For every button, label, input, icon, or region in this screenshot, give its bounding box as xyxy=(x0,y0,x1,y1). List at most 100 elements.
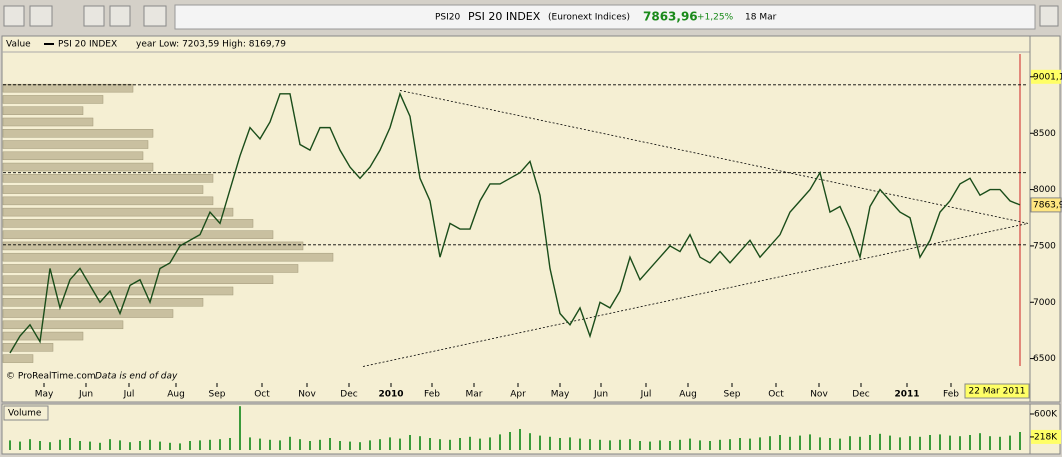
volume-bar xyxy=(89,441,91,450)
chart-button[interactable] xyxy=(143,5,167,27)
x-tick-label: Jul xyxy=(640,390,652,400)
volume-bar xyxy=(959,436,961,450)
profile-bar xyxy=(2,196,214,206)
volume-bar xyxy=(749,438,751,450)
x-tick-label: Sep xyxy=(724,390,741,400)
profile-bar xyxy=(2,343,54,352)
note: Data is end of day xyxy=(95,372,178,382)
profile-bar xyxy=(2,331,84,341)
x-tick-label: Mar xyxy=(466,390,483,400)
volume-bar xyxy=(879,433,881,450)
volume-bar xyxy=(599,439,601,450)
x-tick-label: Sep xyxy=(209,390,226,400)
stats: year Low: 7203,59 High: 8169,79 xyxy=(136,40,286,50)
x-tick-label: Aug xyxy=(167,390,185,400)
mail-button[interactable] xyxy=(29,5,53,27)
profile-bar xyxy=(2,286,234,296)
price-line xyxy=(9,91,1021,354)
volume-bar xyxy=(929,434,931,450)
volume-bar xyxy=(699,440,701,450)
volume-bar xyxy=(679,439,681,450)
profile-bar xyxy=(2,320,124,330)
profile-bar xyxy=(2,219,254,228)
volume-bar xyxy=(609,440,611,450)
volume-bar xyxy=(329,437,331,450)
volume-bar xyxy=(799,435,801,450)
volume-bar xyxy=(439,439,441,450)
volume-bar xyxy=(729,439,731,450)
credit: © ProRealTime.com xyxy=(6,372,96,382)
volume-bar xyxy=(919,436,921,450)
profile-bar xyxy=(2,207,234,217)
volume-bar xyxy=(39,440,41,450)
trendline xyxy=(362,222,1029,367)
volume-bar xyxy=(189,440,191,450)
volume-bar xyxy=(499,434,501,450)
volume-bar xyxy=(289,436,291,450)
volume-bar xyxy=(229,437,231,450)
profile-bar xyxy=(2,95,104,104)
volume-bar xyxy=(839,438,841,450)
symbol: PSI20 xyxy=(435,13,461,23)
volume-bar xyxy=(549,436,551,450)
volume-bar xyxy=(979,433,981,450)
volume-bar xyxy=(19,441,21,450)
volume-bar xyxy=(649,441,651,450)
volume-bar xyxy=(9,440,11,450)
y-tick-label: 7500 xyxy=(1033,241,1056,251)
volume-bar xyxy=(199,440,201,450)
volume-bar xyxy=(309,440,311,450)
profile-bar xyxy=(2,117,94,127)
profile-bar xyxy=(2,106,84,115)
volume-bar xyxy=(539,435,541,450)
volume-bar xyxy=(949,435,951,450)
volume-bar xyxy=(259,438,261,450)
volume-label: Volume xyxy=(8,409,42,419)
volume-bar xyxy=(269,439,271,450)
volume-bar xyxy=(529,433,531,450)
market: (Euronext Indices) xyxy=(548,13,630,23)
y-tick-label: 8500 xyxy=(1033,129,1056,139)
price: 7863,96 xyxy=(643,10,698,24)
volume-bar xyxy=(969,434,971,450)
x-tick-label: May xyxy=(551,390,570,400)
volume-bar xyxy=(519,428,521,450)
volume-bar xyxy=(899,437,901,450)
volume-tick-label: 600K xyxy=(1034,409,1058,419)
volume-bar xyxy=(219,439,221,450)
info-button[interactable] xyxy=(109,5,131,27)
profile-bar xyxy=(2,151,144,161)
volume-bar xyxy=(489,437,491,450)
volume-tick-label: 218K xyxy=(1034,432,1058,442)
profile-bar xyxy=(2,140,149,149)
profile-bar xyxy=(2,185,204,194)
volume-label-box xyxy=(3,405,49,421)
profile-bar xyxy=(2,162,154,172)
volume-bar xyxy=(149,439,151,450)
volume-bar xyxy=(79,440,81,450)
help-button[interactable] xyxy=(83,5,105,27)
x-tick-label: Jun xyxy=(78,390,93,400)
volume-bar xyxy=(659,440,661,450)
volume-bar xyxy=(1019,431,1021,450)
x-tick-label: Oct xyxy=(768,390,784,400)
legend-label: Value xyxy=(6,40,31,50)
volume-bar xyxy=(819,437,821,450)
volume-bar xyxy=(1009,435,1011,450)
volume-bar xyxy=(709,440,711,450)
volume-bar xyxy=(909,436,911,450)
volume-bar xyxy=(359,442,361,450)
x-tick-label: Apr xyxy=(510,390,526,400)
profile-bar xyxy=(2,252,334,262)
profile-bar xyxy=(2,241,304,251)
print-button[interactable] xyxy=(3,5,25,27)
volume-bar xyxy=(59,439,61,450)
close-button[interactable] xyxy=(1039,5,1059,27)
profile-bar xyxy=(2,83,134,93)
high-box xyxy=(1031,69,1061,84)
volume-bar xyxy=(409,434,411,450)
volume-last-box xyxy=(1031,429,1061,444)
volume-bar xyxy=(369,440,371,450)
x-tick-label: 2011 xyxy=(894,390,919,400)
price-panel xyxy=(1,35,1061,403)
